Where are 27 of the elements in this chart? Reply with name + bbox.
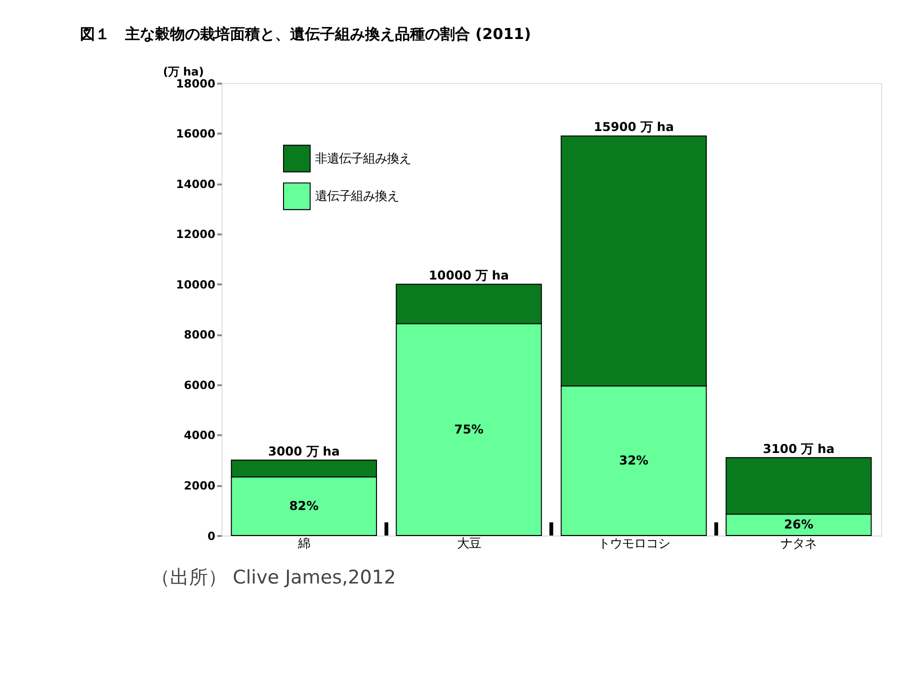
- legend-label: 非遺伝子組み換え: [314, 151, 411, 166]
- y-tick-label: 16000: [176, 128, 216, 141]
- total-label: 3000 万 ha: [268, 444, 340, 458]
- x-tick-label: ナタネ: [780, 536, 817, 550]
- legend-label: 遺伝子組み換え: [314, 189, 399, 204]
- annotation: 82%: [289, 499, 319, 514]
- y-tick-label: 10000: [176, 278, 216, 292]
- annotation: 26%: [784, 518, 814, 532]
- y-tick-label: 18000: [176, 77, 216, 90]
- y-tick-label: 2000: [184, 480, 216, 493]
- total-label: 3100 万 ha: [762, 442, 835, 456]
- y-tick-label: 4000: [184, 429, 216, 442]
- text: （出所） Clive James,2012: [150, 568, 396, 589]
- total-label: 15900 万 ha: [594, 120, 674, 134]
- annotation: 32%: [619, 454, 648, 468]
- y-tick-label: 6000: [184, 378, 216, 392]
- y-tick-label: 0: [207, 530, 216, 543]
- x-tick-label: 大豆: [456, 536, 481, 550]
- chart-title: 図１ 主な穀物の栽培面積と、遺伝子組み換え品種の割合 (2011): [80, 24, 532, 43]
- y-tick-label: 14000: [176, 178, 216, 191]
- annotation: 75%: [454, 422, 484, 436]
- x-tick-label: トウモロコシ: [598, 536, 670, 550]
- total-label: 10000 万 ha: [428, 268, 509, 283]
- y-axis-title: (万 ha): [163, 66, 204, 79]
- y-tick-label: 8000: [184, 328, 216, 342]
- y-tick-label: 12000: [176, 228, 216, 242]
- x-tick-label: 綿: [296, 536, 310, 550]
